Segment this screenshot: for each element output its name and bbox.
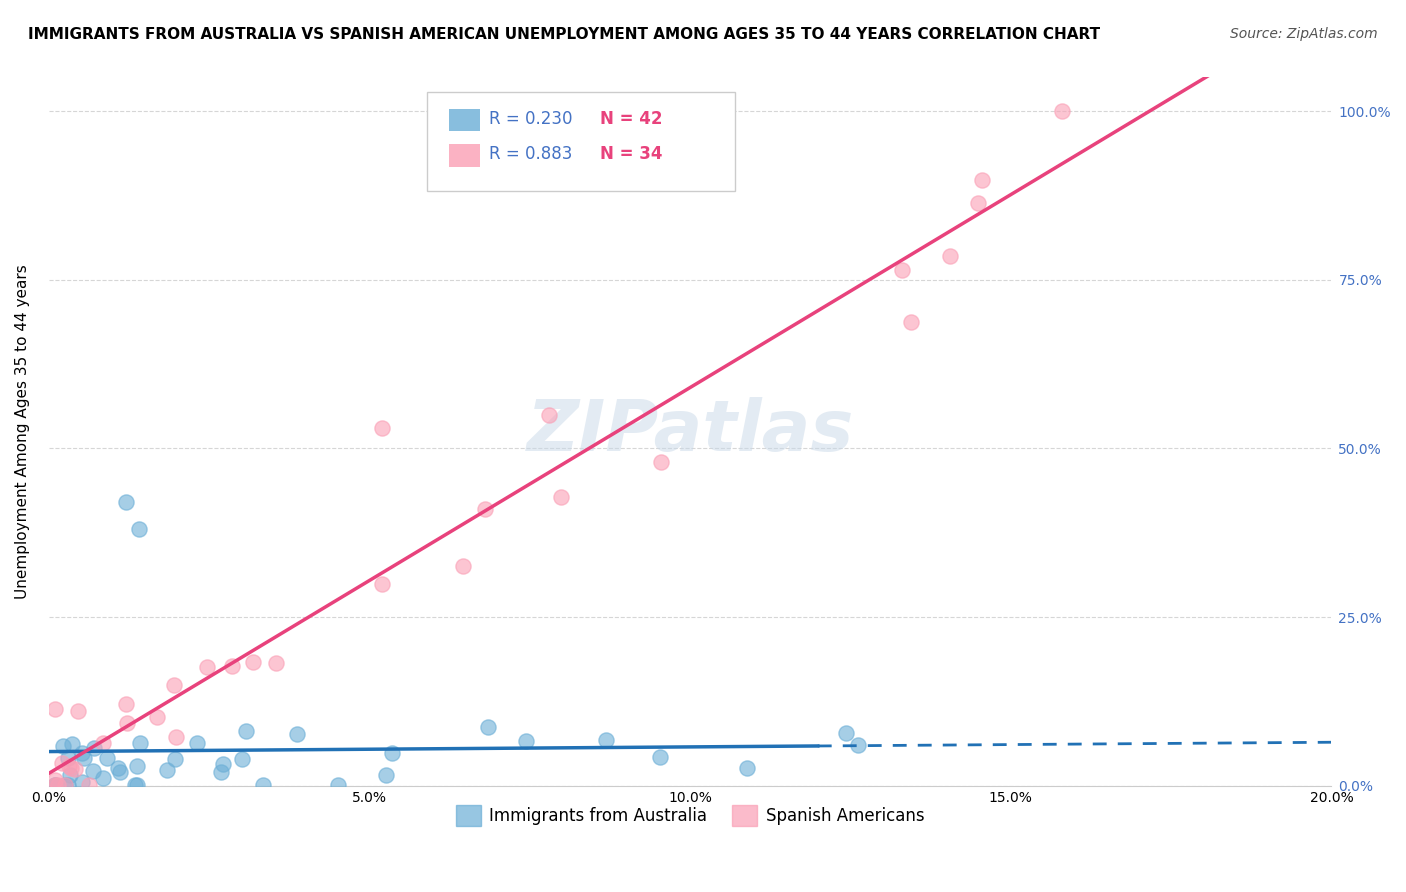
FancyBboxPatch shape — [449, 109, 479, 131]
Point — [515, 734, 537, 748]
Point — [44, 778, 66, 792]
Point — [60, 737, 83, 751]
Text: R = 0.230: R = 0.230 — [489, 110, 572, 128]
Point — [96, 751, 118, 765]
Text: R = 0.883: R = 0.883 — [489, 145, 572, 163]
Point — [125, 778, 148, 792]
Point — [328, 778, 350, 792]
Point — [58, 759, 80, 773]
Point — [124, 778, 146, 792]
Point — [156, 763, 179, 777]
Point — [970, 173, 993, 187]
Point — [891, 262, 914, 277]
Point — [70, 775, 93, 789]
Point — [195, 660, 218, 674]
Text: Source: ZipAtlas.com: Source: ZipAtlas.com — [1230, 27, 1378, 41]
Point — [53, 778, 76, 792]
Point — [114, 495, 136, 509]
Point — [737, 761, 759, 775]
Point — [115, 716, 138, 731]
Point — [59, 768, 82, 782]
Text: N = 34: N = 34 — [600, 145, 662, 163]
Point — [128, 736, 150, 750]
Point — [939, 249, 962, 263]
Point — [51, 756, 73, 770]
Point — [264, 656, 287, 670]
Legend: Immigrants from Australia, Spanish Americans: Immigrants from Australia, Spanish Ameri… — [447, 797, 932, 834]
Point — [381, 746, 404, 760]
Point — [146, 710, 169, 724]
Point — [967, 196, 990, 211]
Point — [66, 704, 89, 718]
Text: N = 42: N = 42 — [600, 110, 662, 128]
Point — [221, 659, 243, 673]
Point — [252, 778, 274, 792]
Point — [165, 752, 187, 766]
Point — [83, 741, 105, 756]
Point — [537, 408, 560, 422]
Point — [595, 733, 617, 747]
Point — [371, 421, 394, 435]
Point — [52, 739, 75, 754]
Point — [846, 739, 869, 753]
Point — [127, 759, 149, 773]
FancyBboxPatch shape — [427, 92, 735, 191]
Point — [110, 765, 132, 780]
Point — [235, 724, 257, 739]
Point — [59, 761, 82, 775]
Point — [44, 702, 66, 716]
Point — [44, 778, 66, 792]
Point — [56, 751, 79, 765]
Point — [63, 762, 86, 776]
Point — [370, 576, 392, 591]
FancyBboxPatch shape — [449, 144, 479, 167]
Point — [650, 455, 672, 469]
Point — [835, 725, 858, 739]
Point — [72, 751, 94, 765]
Point — [44, 778, 66, 792]
Point — [1050, 104, 1073, 119]
Point — [900, 315, 922, 329]
Text: IMMIGRANTS FROM AUSTRALIA VS SPANISH AMERICAN UNEMPLOYMENT AMONG AGES 35 TO 44 Y: IMMIGRANTS FROM AUSTRALIA VS SPANISH AME… — [28, 27, 1101, 42]
Point — [451, 559, 474, 574]
Point — [46, 778, 69, 792]
Point — [128, 523, 150, 537]
Point — [374, 768, 396, 782]
Point — [550, 490, 572, 504]
Y-axis label: Unemployment Among Ages 35 to 44 years: Unemployment Among Ages 35 to 44 years — [15, 264, 30, 599]
Point — [231, 752, 253, 766]
Point — [82, 764, 104, 778]
Point — [242, 655, 264, 669]
Point — [70, 746, 93, 760]
Text: ZIPatlas: ZIPatlas — [526, 397, 853, 467]
Point — [474, 502, 496, 516]
Point — [477, 720, 499, 734]
Point — [165, 730, 187, 744]
Point — [209, 765, 232, 780]
Point — [44, 772, 66, 787]
Point — [91, 772, 114, 786]
Point — [53, 778, 76, 792]
Point — [648, 749, 671, 764]
Point — [93, 736, 115, 750]
Point — [79, 778, 101, 792]
Point — [285, 727, 308, 741]
Point — [58, 778, 80, 792]
Point — [107, 761, 129, 775]
Point — [186, 736, 208, 750]
Point — [163, 678, 186, 692]
Point — [115, 697, 138, 711]
Point — [212, 757, 235, 772]
